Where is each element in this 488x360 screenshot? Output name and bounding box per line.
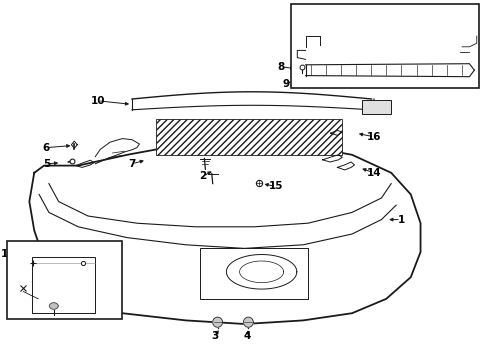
Text: 5: 5: [43, 159, 50, 169]
Text: 8: 8: [277, 62, 284, 72]
Bar: [7, 241, 122, 319]
Bar: [200, 248, 307, 299]
Bar: [32, 257, 95, 313]
Bar: [361, 100, 390, 114]
Polygon shape: [330, 130, 342, 135]
Polygon shape: [243, 317, 253, 327]
Text: 12: 12: [10, 278, 24, 288]
Polygon shape: [49, 303, 58, 309]
Polygon shape: [212, 317, 222, 327]
Text: 2: 2: [199, 171, 206, 181]
Bar: [290, 4, 478, 88]
Text: 16: 16: [366, 132, 381, 142]
Text: 11: 11: [1, 249, 16, 259]
Text: 9: 9: [282, 78, 289, 89]
Text: 10: 10: [90, 96, 105, 106]
Text: 15: 15: [268, 181, 283, 192]
Text: 7: 7: [128, 159, 136, 169]
Text: 14: 14: [366, 168, 381, 178]
Text: 4: 4: [243, 331, 250, 341]
Text: 13: 13: [20, 307, 34, 317]
Text: 1: 1: [397, 215, 404, 225]
Text: 3: 3: [211, 331, 218, 341]
Text: 6: 6: [43, 143, 50, 153]
Polygon shape: [156, 119, 342, 155]
